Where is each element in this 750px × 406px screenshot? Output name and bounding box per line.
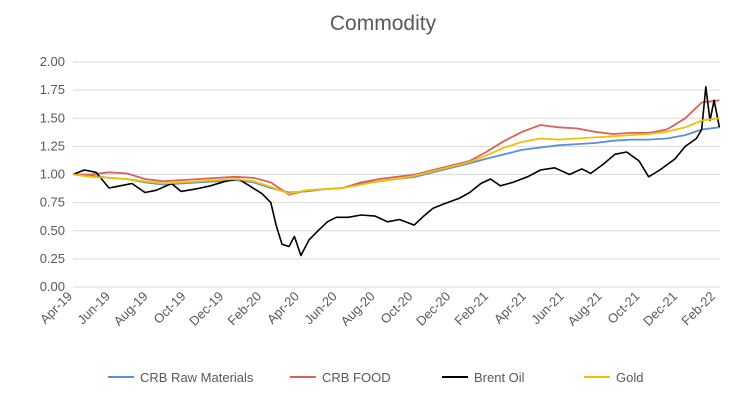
legend-label: Brent Oil — [474, 370, 525, 385]
y-tick-label: 1.50 — [40, 110, 65, 125]
legend-label: CRB FOOD — [322, 370, 391, 385]
x-tick-label: Oct-20 — [377, 289, 415, 327]
series-lines — [72, 86, 721, 257]
x-tick-label: Jun-20 — [301, 289, 340, 328]
x-tick-label: Aug-20 — [337, 289, 377, 329]
x-tick-label: Dec-19 — [186, 289, 226, 329]
x-tick-label: Apr-19 — [37, 289, 75, 327]
x-tick-label: Aug-21 — [564, 289, 604, 329]
series-line-brent-oil — [72, 86, 721, 257]
y-tick-label: 1.25 — [40, 138, 65, 153]
series-line-gold — [72, 117, 720, 195]
x-tick-label: Aug-19 — [111, 289, 151, 329]
x-tick-label: Apr-20 — [264, 289, 302, 327]
y-tick-label: 0.75 — [40, 195, 65, 210]
x-tick-label: Dec-20 — [413, 289, 453, 329]
y-tick-label: 1.75 — [40, 82, 65, 97]
x-tick-label: Feb-21 — [451, 289, 491, 329]
x-tick-label: Feb-22 — [678, 289, 718, 329]
x-tick-label: Jun-21 — [528, 289, 567, 328]
legend-label: CRB Raw Materials — [140, 370, 254, 385]
chart-title: Commodity — [330, 12, 437, 35]
legend: CRB Raw Materials CRB FOOD Brent Oil Gold — [108, 370, 643, 385]
x-tick-label: Jun-19 — [74, 289, 113, 328]
y-tick-label: 1.00 — [40, 167, 65, 182]
y-tick-label: 2.00 — [40, 54, 65, 69]
gridlines — [73, 61, 720, 288]
x-tick-label: Oct-21 — [604, 289, 642, 327]
x-tick-label: Apr-21 — [491, 289, 529, 327]
x-tick-label: Feb-20 — [224, 289, 264, 329]
x-tick-label: Oct-19 — [150, 289, 188, 327]
legend-label: Gold — [616, 370, 643, 385]
y-axis-ticks: 0.00 0.25 0.50 0.75 1.00 1.25 1.50 1.75 2.00 — [40, 54, 65, 294]
y-tick-label: 0.25 — [40, 251, 65, 266]
y-tick-label: 0.50 — [40, 223, 65, 238]
x-tick-label: Dec-21 — [640, 289, 680, 329]
y-tick-label: 0.00 — [40, 279, 65, 294]
series-line-crb-food — [73, 99, 720, 196]
